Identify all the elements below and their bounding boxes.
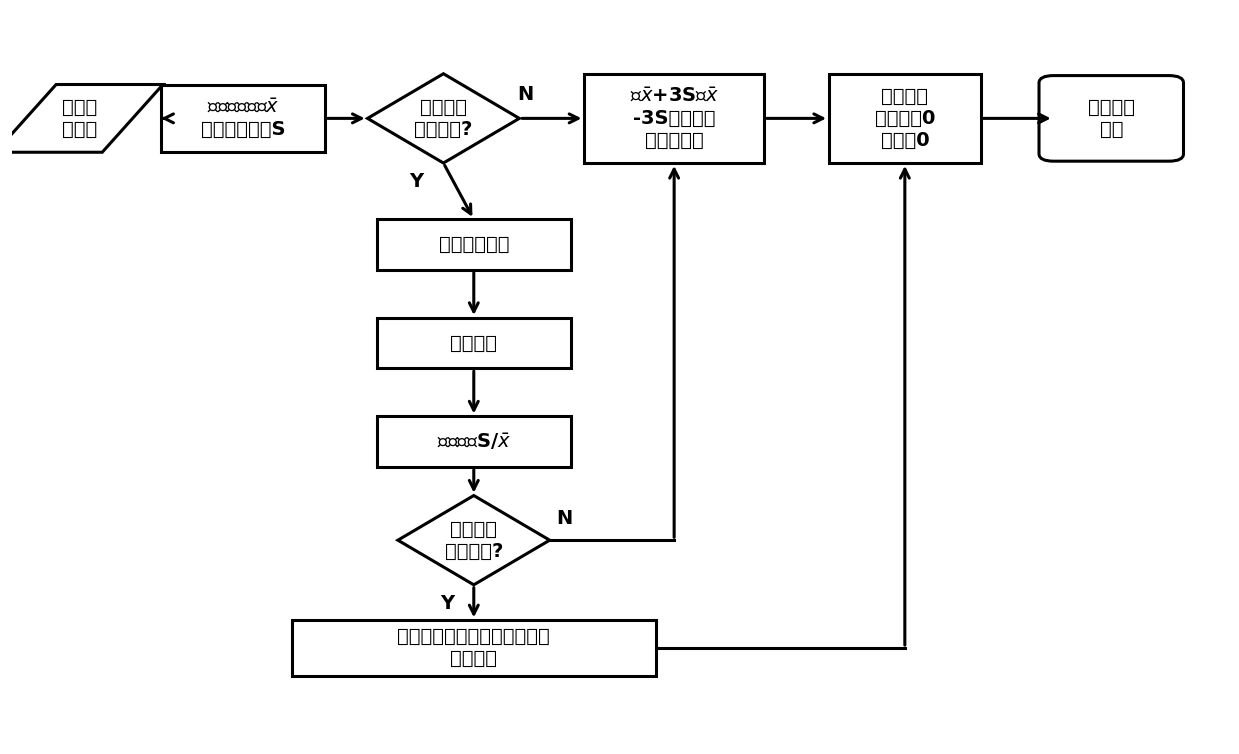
Polygon shape <box>368 74 519 163</box>
Bar <box>829 74 981 163</box>
Text: 采用最大进站量和最小进站量
计算阈値: 采用最大进站量和最小进站量 计算阈値 <box>398 627 550 669</box>
Bar <box>161 84 325 152</box>
Polygon shape <box>398 495 550 585</box>
Text: 进行坏値判断: 进行坏値判断 <box>439 235 509 254</box>
Bar <box>377 318 571 369</box>
Text: 计算样本均値$\bar{x}$
和样本标准巪S: 计算样本均値$\bar{x}$ 和样本标准巪S <box>201 98 285 139</box>
Bar <box>377 416 571 467</box>
Bar <box>585 74 764 163</box>
Text: Y: Y <box>440 594 455 613</box>
Text: N: N <box>517 85 534 105</box>
Text: 调整阈値
下限小于0
的値为0: 调整阈値 下限小于0 的値为0 <box>875 87 935 150</box>
Text: Y: Y <box>410 172 424 191</box>
Text: 完成阈値
计算: 完成阈値 计算 <box>1088 98 1135 139</box>
FancyBboxPatch shape <box>1040 75 1183 161</box>
Text: 用$\bar{x}$+3S和$\bar{x}$
-3S分别计算
阈値上下限: 用$\bar{x}$+3S和$\bar{x}$ -3S分别计算 阈値上下限 <box>629 87 719 150</box>
Text: 剔除坏値: 剔除坏値 <box>450 333 497 353</box>
Text: 阈値范围
是否过大?: 阈値范围 是否过大? <box>414 98 472 139</box>
Polygon shape <box>0 84 164 152</box>
Text: 重新计算S/$\bar{x}$: 重新计算S/$\bar{x}$ <box>436 431 510 452</box>
Text: 样本数
据选取: 样本数 据选取 <box>62 98 97 139</box>
Bar <box>377 219 571 270</box>
Bar <box>291 621 655 676</box>
Text: 阈値范围
是否过大?: 阈値范围 是否过大? <box>445 520 503 561</box>
Text: N: N <box>556 509 572 528</box>
